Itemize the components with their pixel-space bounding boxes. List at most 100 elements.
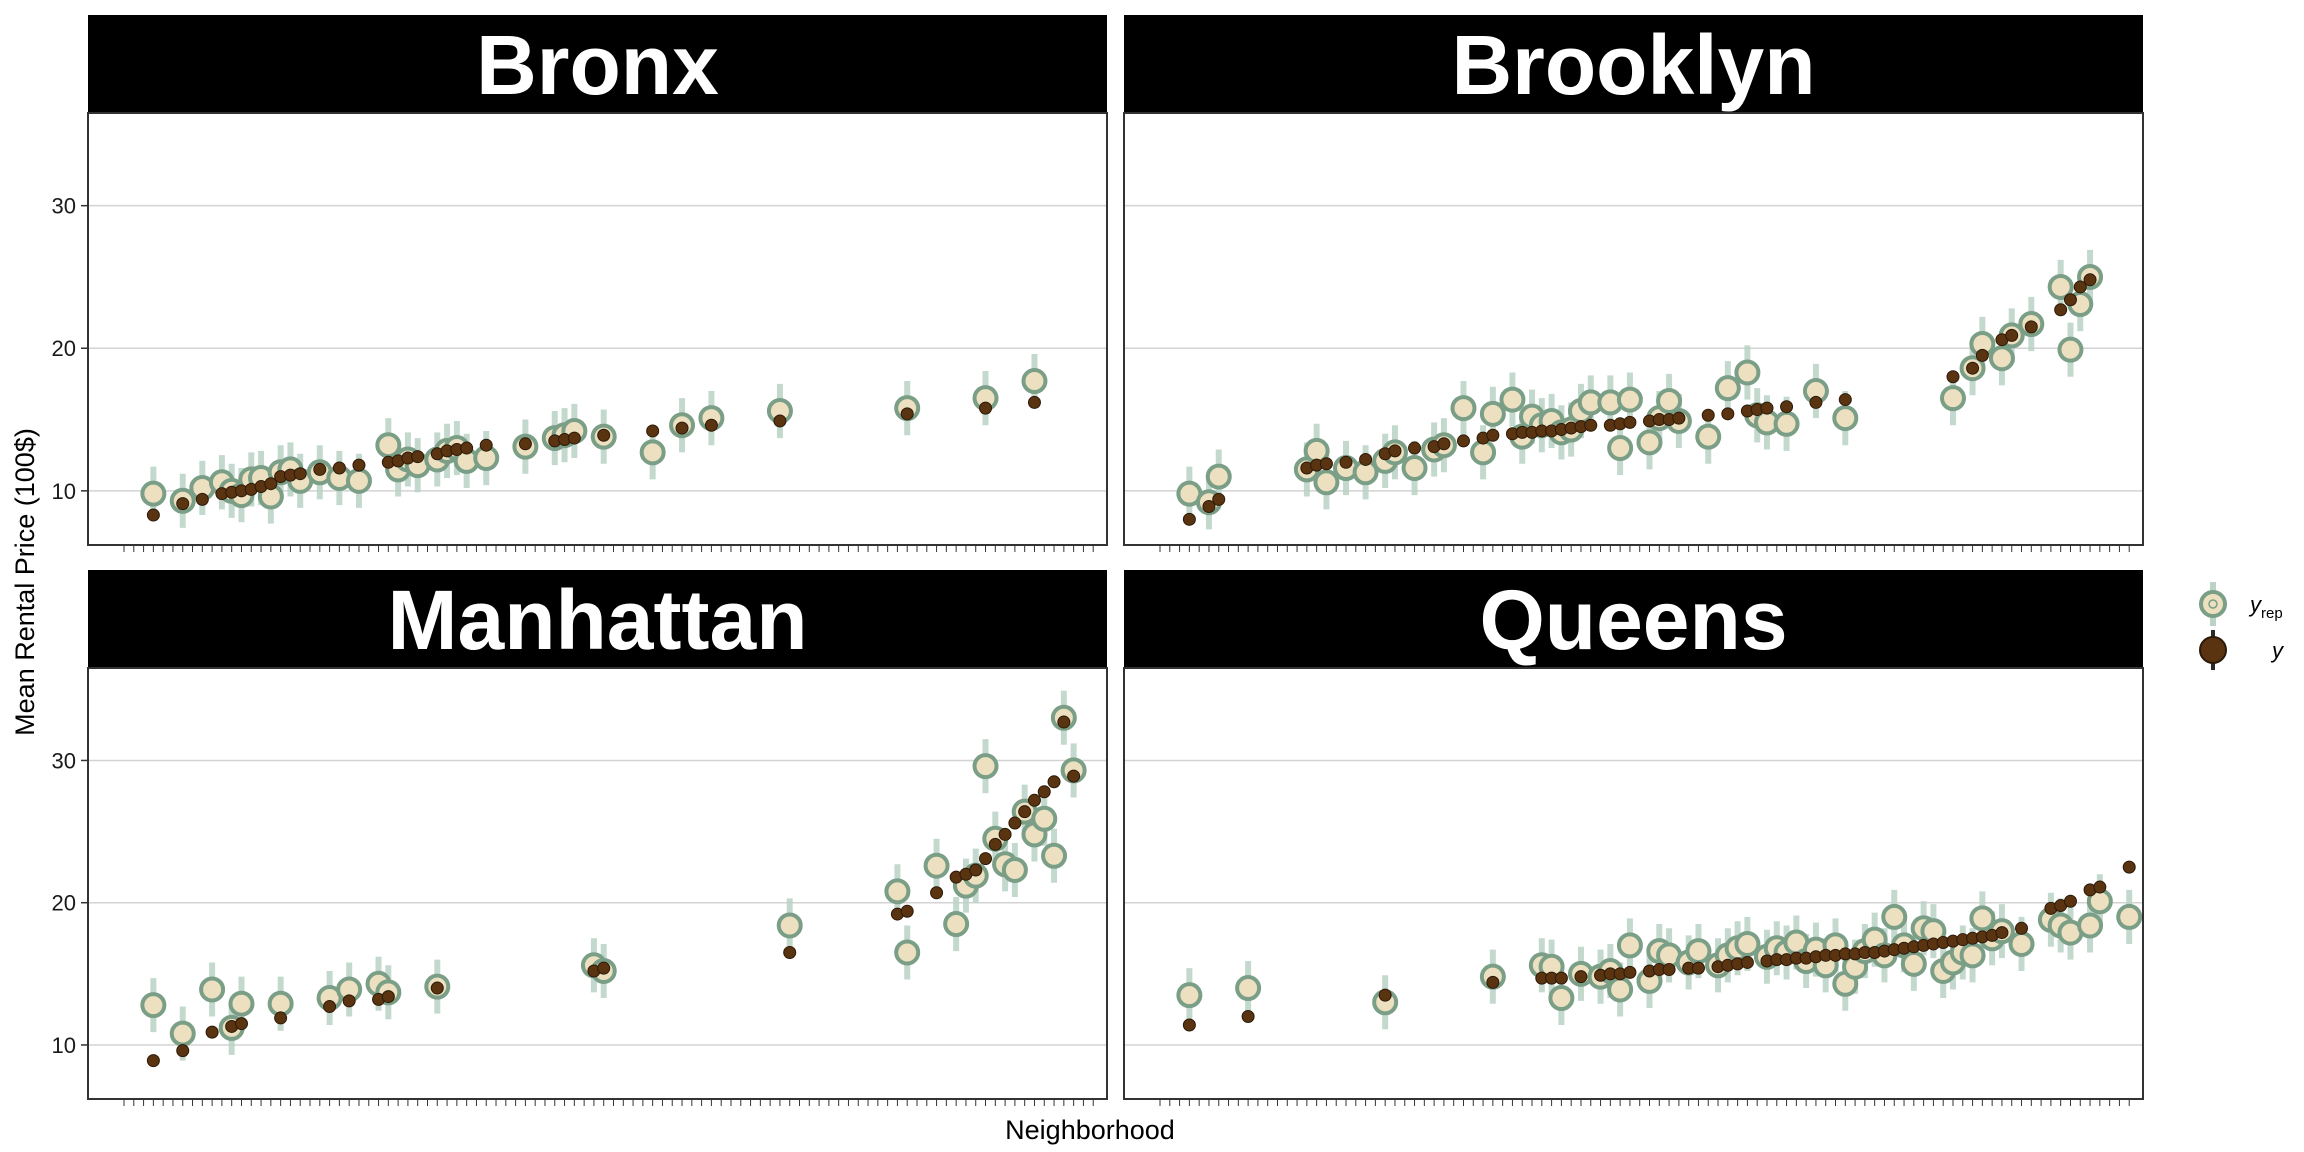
y-point-brooklyn	[2063, 293, 2077, 307]
yrep-point-queens	[1900, 950, 1927, 977]
y-point-queens	[1995, 926, 2009, 940]
y-point-manhattan	[783, 945, 797, 959]
yrep-point-queens	[1881, 903, 1908, 930]
y-point-queens	[1623, 965, 1637, 979]
y-point-manhattan	[1037, 785, 1051, 799]
yrep-point-manhattan	[943, 911, 970, 938]
yrep-point-brooklyn	[1939, 385, 1966, 412]
y-point-brooklyn	[1809, 395, 1823, 409]
legend-y-symbol	[2199, 636, 2227, 664]
panel-bronx: Bronx 10 20 30	[52, 15, 1108, 552]
legend-yrep-symbol	[2199, 590, 2227, 618]
panel-strip-manhattan	[88, 570, 1107, 668]
y-tick-label-bronx-10: 10	[52, 479, 76, 504]
y-point-brooklyn	[1838, 393, 1852, 407]
y-point-queens	[1574, 970, 1588, 984]
y-point-queens	[2122, 860, 2136, 874]
plot-area-queens	[1124, 668, 2143, 1099]
yrep-point-queens	[1176, 982, 1203, 1009]
y-point-queens	[1662, 963, 1676, 977]
y-point-bronx	[411, 450, 425, 464]
y-point-bronx	[646, 424, 660, 438]
y-point-manhattan	[430, 981, 444, 995]
y-tick-label-manhattan-30: 30	[52, 748, 76, 773]
y-point-brooklyn	[1623, 415, 1637, 429]
y-point-brooklyn	[1975, 348, 1989, 362]
y-point-brooklyn	[1760, 401, 1774, 415]
y-point-brooklyn	[1672, 411, 1686, 425]
y-point-brooklyn	[2073, 280, 2087, 294]
y-point-brooklyn	[1408, 441, 1422, 455]
y-point-bronx	[1027, 395, 1041, 409]
yrep-point-brooklyn	[1695, 423, 1722, 450]
y-point-manhattan	[1057, 715, 1071, 729]
legend-yrep-dot	[2208, 599, 2218, 609]
panels: Bronx 10 20 30 Brooklyn Manhattan 10 20 30 Queens	[52, 15, 2144, 1106]
yrep-point-bronx	[140, 480, 167, 507]
y-point-brooklyn	[1486, 428, 1500, 442]
y-point-brooklyn	[1388, 444, 1402, 458]
y-point-brooklyn	[1584, 418, 1598, 432]
panel-strip-bronx	[88, 15, 1107, 113]
yrep-point-queens	[2116, 903, 2143, 930]
panel-title-brooklyn: Brooklyn	[1451, 18, 1815, 112]
panel-manhattan: Manhattan 10 20 30	[52, 570, 1108, 1106]
yrep-point-manhattan	[140, 992, 167, 1019]
panel-brooklyn: Brooklyn	[1123, 15, 2144, 552]
yrep-point-brooklyn	[1636, 429, 1663, 456]
yrep-point-queens	[2008, 930, 2035, 957]
y-point-brooklyn	[2024, 320, 2038, 334]
y-point-brooklyn	[1456, 434, 1470, 448]
yrep-point-manhattan	[199, 976, 226, 1003]
yrep-point-manhattan	[228, 990, 255, 1017]
y-point-brooklyn	[1437, 437, 1451, 451]
y-point-queens	[1486, 975, 1500, 989]
y-point-bronx	[675, 421, 689, 435]
yrep-point-manhattan	[894, 939, 921, 966]
y-point-brooklyn	[1202, 500, 1216, 514]
y-point-manhattan	[176, 1044, 190, 1058]
y-point-bronx	[176, 497, 190, 511]
yrep-point-bronx	[1021, 368, 1048, 395]
panel-strip-queens	[1124, 570, 2143, 668]
y-axis-title: Mean Rental Price (100$)	[10, 428, 40, 736]
legend-yrep-label: yrep	[2248, 592, 2283, 622]
y-point-manhattan	[381, 990, 395, 1004]
yrep-point-manhattan	[267, 990, 294, 1017]
y-point-bronx	[352, 458, 366, 472]
panel-title-bronx: Bronx	[476, 18, 719, 112]
y-point-brooklyn	[1721, 407, 1735, 421]
yrep-point-brooklyn	[1734, 359, 1761, 386]
y-point-queens	[1740, 955, 1754, 969]
panel-border-queens	[1123, 667, 2144, 1100]
y-point-manhattan	[988, 837, 1002, 851]
y-tick-label-bronx-30: 30	[52, 194, 76, 219]
y-point-manhattan	[597, 961, 611, 975]
y-point-manhattan	[146, 1054, 160, 1068]
y-point-brooklyn	[1339, 455, 1353, 469]
y-point-brooklyn	[2005, 328, 2019, 342]
y-point-bronx	[293, 467, 307, 481]
y-point-manhattan	[342, 994, 356, 1008]
legend-y-label: y	[2270, 638, 2285, 663]
y-point-bronx	[195, 492, 209, 506]
panel-border-manhattan	[87, 667, 1108, 1100]
y-point-bronx	[704, 418, 718, 432]
yrep-point-bronx	[345, 467, 372, 494]
y-point-brooklyn	[1966, 361, 1980, 375]
yrep-point-queens	[1959, 942, 1986, 969]
legend-item-y: y	[2199, 630, 2285, 670]
y-tick-label-bronx-20: 20	[52, 336, 76, 361]
yrep-point-bronx	[639, 439, 666, 466]
panel-title-queens: Queens	[1479, 573, 1787, 667]
panel-queens: Queens	[1123, 570, 2144, 1106]
y-point-queens	[1554, 971, 1568, 985]
yrep-point-brooklyn	[1205, 463, 1232, 490]
yrep-point-brooklyn	[1479, 400, 1506, 427]
panel-border-bronx	[87, 112, 1108, 546]
yrep-point-queens	[1734, 930, 1761, 957]
y-point-bronx	[979, 401, 993, 415]
yrep-point-brooklyn	[2047, 273, 2074, 300]
y-point-queens	[1691, 961, 1705, 975]
